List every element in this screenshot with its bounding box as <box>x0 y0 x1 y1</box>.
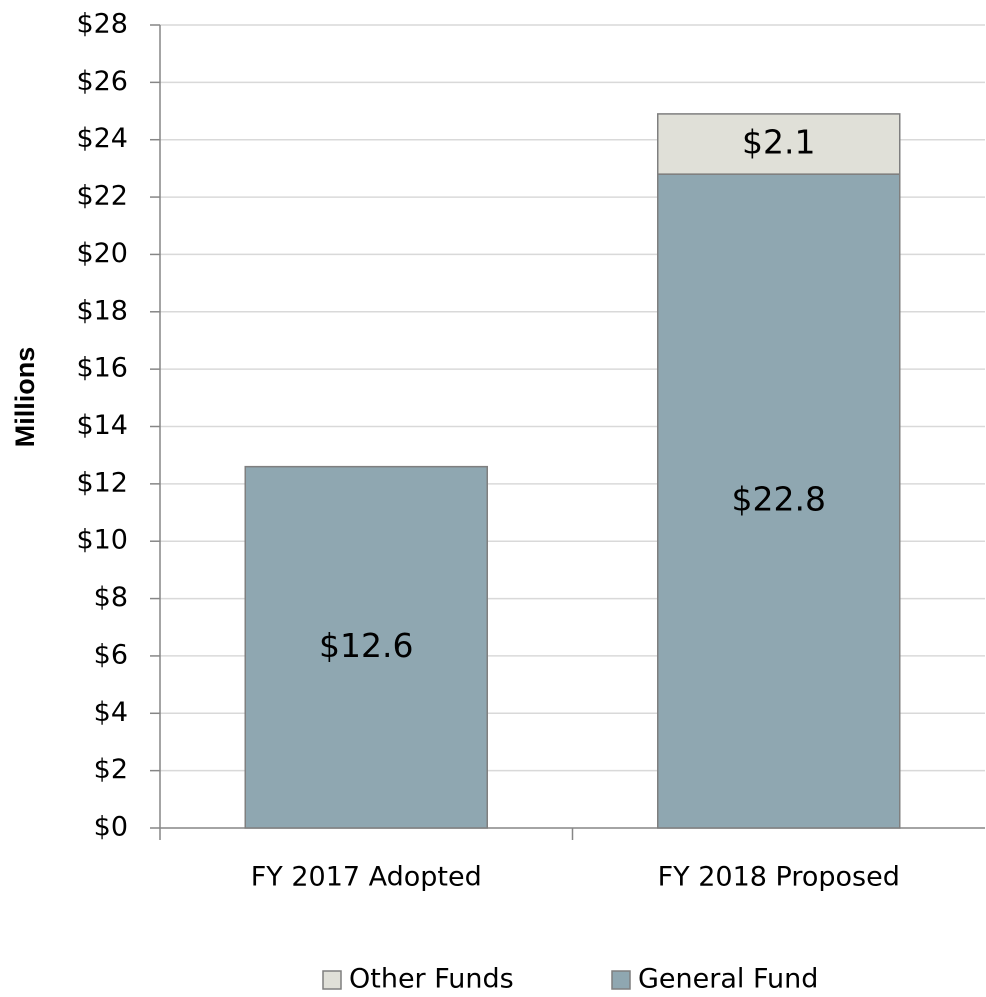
data-label: $2.1 <box>742 123 815 162</box>
y-tick-label: $18 <box>76 295 128 326</box>
y-tick-label: $22 <box>76 181 128 212</box>
y-tick-label: $16 <box>76 353 128 384</box>
bar-segment <box>244 465 488 829</box>
y-tick-label: $26 <box>76 66 128 97</box>
data-label: $22.8 <box>732 480 826 519</box>
y-axis-label: Millions <box>10 347 40 448</box>
legend-label: General Fund <box>638 964 818 995</box>
y-tick-label: $12 <box>76 467 128 498</box>
y-tick-label: $24 <box>76 123 128 154</box>
y-tick-label: $10 <box>76 525 128 556</box>
y-tick-label: $6 <box>94 639 128 670</box>
y-tick-label: $28 <box>76 9 128 40</box>
legend-label: Other Funds <box>349 964 514 995</box>
y-tick-label: $0 <box>94 812 128 843</box>
y-tick-label: $20 <box>76 238 128 269</box>
x-tick-label: FY 2017 Adopted <box>251 862 482 893</box>
y-tick-label: $14 <box>76 410 128 441</box>
data-label: $12.6 <box>319 626 413 665</box>
legend-swatch <box>322 970 342 990</box>
legend-swatch <box>611 970 631 990</box>
bar-segment <box>657 173 901 829</box>
bar-segment <box>657 113 901 175</box>
x-tick-label: FY 2018 Proposed <box>658 862 900 893</box>
y-tick-label: $4 <box>94 697 128 728</box>
y-tick-label: $2 <box>94 754 128 785</box>
y-tick-label: $8 <box>94 582 128 613</box>
